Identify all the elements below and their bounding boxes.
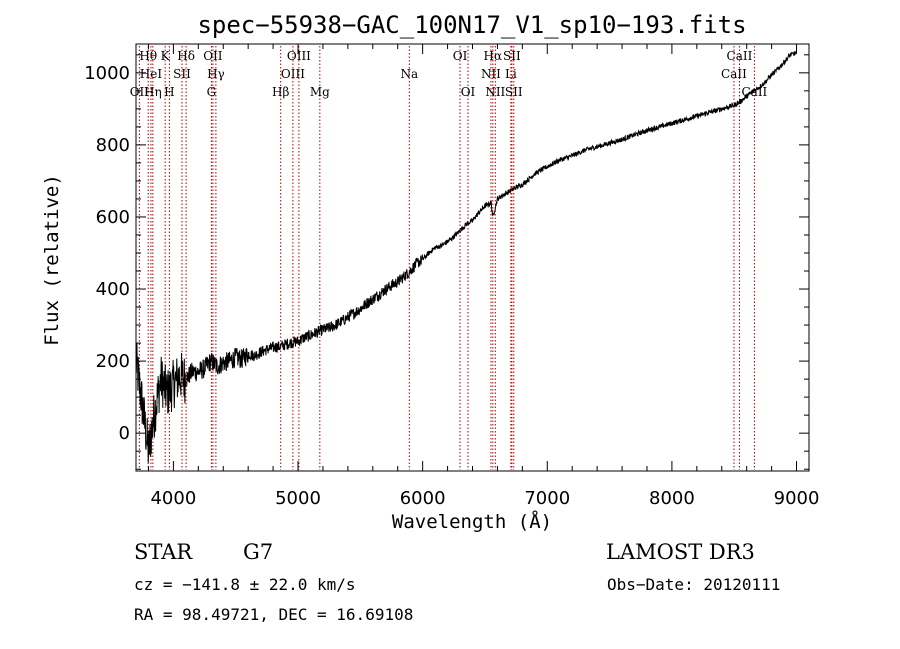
x-tick-label: 5000 bbox=[275, 488, 321, 509]
spectral-line-label: HeI bbox=[140, 67, 163, 81]
x-tick-label: 7000 bbox=[524, 488, 570, 509]
spectral-line-label: OI bbox=[453, 49, 468, 63]
spectral-line-label: CaII bbox=[727, 49, 753, 63]
plot-frame bbox=[135, 43, 810, 472]
spectrum-series-line bbox=[135, 50, 797, 463]
spectral-line-label: Hθ bbox=[139, 49, 157, 63]
spectral-line-label: H bbox=[164, 85, 174, 99]
spectral-line-label: Mg bbox=[310, 85, 330, 99]
spectral-line-label: Hβ bbox=[272, 85, 289, 99]
y-tick-label: 400 bbox=[96, 279, 130, 300]
object-subclass: G7 bbox=[243, 540, 273, 564]
spectral-line-label: NII bbox=[481, 67, 501, 81]
obs-date: Obs−Date: 20120111 bbox=[607, 575, 780, 594]
spectral-line-label: SII bbox=[503, 49, 521, 63]
x-axis-ticks: 4000 5000 6000 7000 8000 9000 bbox=[147, 44, 820, 509]
y-tick-label: 800 bbox=[96, 135, 130, 156]
spectral-line-label: SII bbox=[505, 85, 523, 99]
spectral-line-label: Li bbox=[505, 67, 517, 81]
x-tick-label: 9000 bbox=[774, 488, 820, 509]
x-tick-label: 8000 bbox=[649, 488, 695, 509]
spectral-line-label: Hα bbox=[484, 49, 503, 63]
spectral-line-label: OIII bbox=[287, 49, 311, 63]
spectral-line-label: OI bbox=[461, 85, 476, 99]
spectral-line-label: Na bbox=[400, 67, 418, 81]
velocity-readout: cz = −141.8 ± 22.0 km/s bbox=[134, 575, 356, 594]
spectral-line-label: Hη bbox=[144, 85, 162, 99]
chart-title: spec−55938−GAC_100N17_V1_sp10−193.fits bbox=[197, 11, 746, 39]
y-tick-label: 1000 bbox=[84, 63, 130, 84]
spectral-line-label: CaII bbox=[721, 67, 747, 81]
spectral-line-label: Hδ bbox=[177, 49, 195, 63]
coordinates: RA = 98.49721, DEC = 16.69108 bbox=[134, 605, 413, 624]
spectral-line-label: SII bbox=[173, 67, 191, 81]
object-class: STAR bbox=[134, 540, 193, 564]
y-axis-ticks: 0 200 400 600 800 1000 bbox=[84, 54, 809, 470]
x-tick-label: 6000 bbox=[400, 488, 446, 509]
spectral-line-label: Hγ bbox=[207, 67, 225, 81]
y-tick-label: 0 bbox=[119, 423, 130, 444]
spectral-line-label: K bbox=[161, 49, 171, 63]
spectral-line-label: OIII bbox=[281, 67, 305, 81]
spectral-line-label: OII bbox=[130, 85, 150, 99]
spectral-line-label: G bbox=[207, 85, 217, 99]
y-tick-label: 200 bbox=[96, 351, 130, 372]
spectral-line-label: OII bbox=[203, 49, 223, 63]
spectral-line-label: NII bbox=[485, 85, 505, 99]
survey-name: LAMOST DR3 bbox=[606, 540, 755, 564]
x-axis-label: Wavelength (Å) bbox=[392, 510, 552, 533]
spectral-line-markers bbox=[138, 46, 755, 470]
x-tick-label: 4000 bbox=[150, 488, 196, 509]
y-tick-label: 600 bbox=[96, 207, 130, 228]
y-axis-label: Flux (relative) bbox=[41, 174, 63, 346]
